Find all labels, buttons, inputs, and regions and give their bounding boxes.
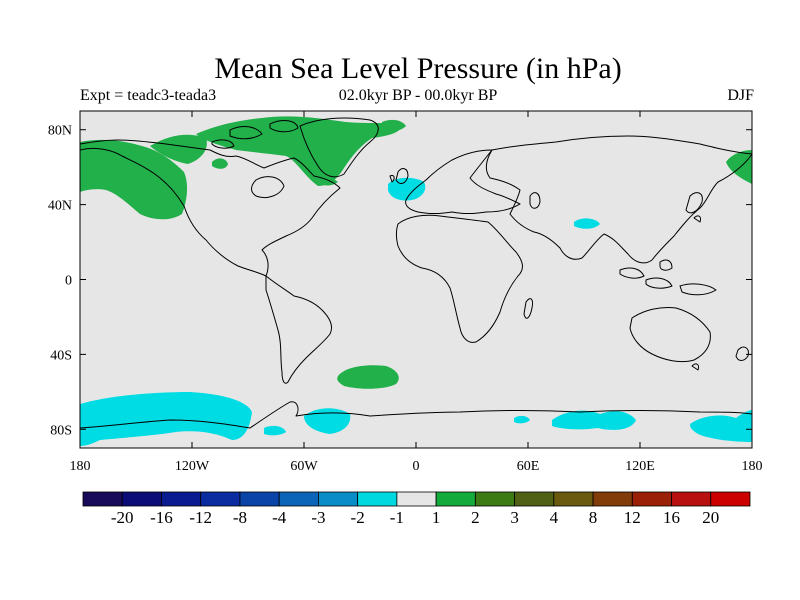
latitude-axis: 80N 40N 0 40S 80S [48,124,752,438]
colorbar-swatch [121,491,162,507]
map-background [80,111,752,448]
coastline-madagascar [523,298,533,319]
colorbar-label: -4 [272,508,287,527]
anomaly-region-siberia [726,150,752,184]
anomaly-region-hudson-blob [212,158,228,169]
colorbar-swatch [396,491,437,507]
anomaly-region-amundsen [264,425,286,436]
colorbar-swatch [318,491,359,507]
anomaly-region-small-patch [514,415,530,424]
coastline-africa [396,214,523,343]
positive-anomaly-layer [80,116,752,389]
map-title: Mean Sea Level Pressure (in hPa) [214,52,622,85]
coastline-antarctica [79,401,753,429]
colorbar-swatch [631,491,672,507]
colorbar-label: 4 [550,508,559,527]
x-tick-label: 0 [413,459,420,474]
colorbar-swatch [161,491,202,507]
colorbar-swatch [435,491,476,507]
colorbar-label: 16 [663,508,680,527]
time-range-label: 02.0kyr BP - 00.0kyr BP [338,87,498,104]
anomaly-region-weddell-sea [304,408,351,434]
x-tick-label: 60E [517,459,540,474]
x-tick-label: 120W [175,459,210,474]
colorbar-swatch [514,491,555,507]
colorbar-label: -1 [390,508,404,527]
coastline-south-america [265,275,333,384]
colorbar-label: 1 [432,508,441,527]
coastline-new-zealand [691,346,749,371]
season-label: DJF [727,87,754,104]
x-tick-label: 60W [290,459,318,474]
colorbar-label: -20 [111,508,134,527]
colorbar-swatch [200,491,241,507]
anomaly-region-alaska [80,139,188,220]
coastline-asia [485,135,753,264]
coastline-arctic-islands [211,120,299,149]
coastline-australia [629,307,711,363]
anomaly-region-south-atlantic [337,365,399,389]
x-tick-label: 180 [742,459,763,474]
colorbar: -20 -16 -12 -8 -4 -3 -2 -1 1 2 3 4 8 12 16 20 [82,491,751,527]
y-tick-label: 80N [48,124,72,139]
coastline-europe [405,149,521,214]
colorbar-label: 3 [510,508,519,527]
anomaly-region-north-atlantic [388,177,426,201]
anomaly-region-mediterranean [574,218,600,229]
x-tick-label: 120E [625,459,655,474]
anomaly-region-ross-sea [80,392,252,446]
colorbar-swatch [592,491,633,507]
longitude-axis: 180 120W 60W 0 60E 120E 180 [70,111,763,474]
colorbar-swatch [82,491,123,507]
anomaly-region-wilkes-land [690,410,752,442]
colorbar-swatch [671,491,712,507]
y-tick-label: 0 [65,274,72,289]
colorbar-label: 20 [702,508,719,527]
y-tick-label: 40S [50,348,72,363]
y-tick-label: 40N [48,199,72,214]
colorbar-label: -16 [150,508,173,527]
anomaly-region-east-antarctica [552,410,636,430]
colorbar-label: -3 [311,508,325,527]
colorbar-label: -12 [189,508,212,527]
colorbar-swatch [474,491,515,507]
colorbar-swatch [710,491,751,507]
colorbar-swatch [239,491,280,507]
anomaly-region-nw-canada [150,134,207,164]
colorbar-label: -2 [351,508,365,527]
coastlines [79,117,753,429]
colorbar-label: 2 [471,508,480,527]
experiment-label: Expt = teadc3-teada3 [80,87,217,104]
coastline-caspian [529,192,541,209]
coastline-north-america [79,139,341,277]
coastline-japan [685,192,703,223]
colorbar-swatch [278,491,319,507]
negative-anomaly-layer [80,177,752,446]
colorbar-swatch [357,491,398,507]
x-tick-label: 180 [70,459,91,474]
coastline-british-isles [389,168,409,184]
colorbar-label: 12 [624,508,641,527]
coastline-hudson-bay [251,176,285,199]
colorbar-label: -8 [233,508,247,527]
coastline-se-asia-islands [619,259,717,296]
y-tick-label: 80S [50,423,72,438]
colorbar-swatch [553,491,594,507]
anomaly-region-greenland-tip [382,119,406,131]
colorbar-label: 8 [589,508,598,527]
coastline-greenland [299,117,379,178]
